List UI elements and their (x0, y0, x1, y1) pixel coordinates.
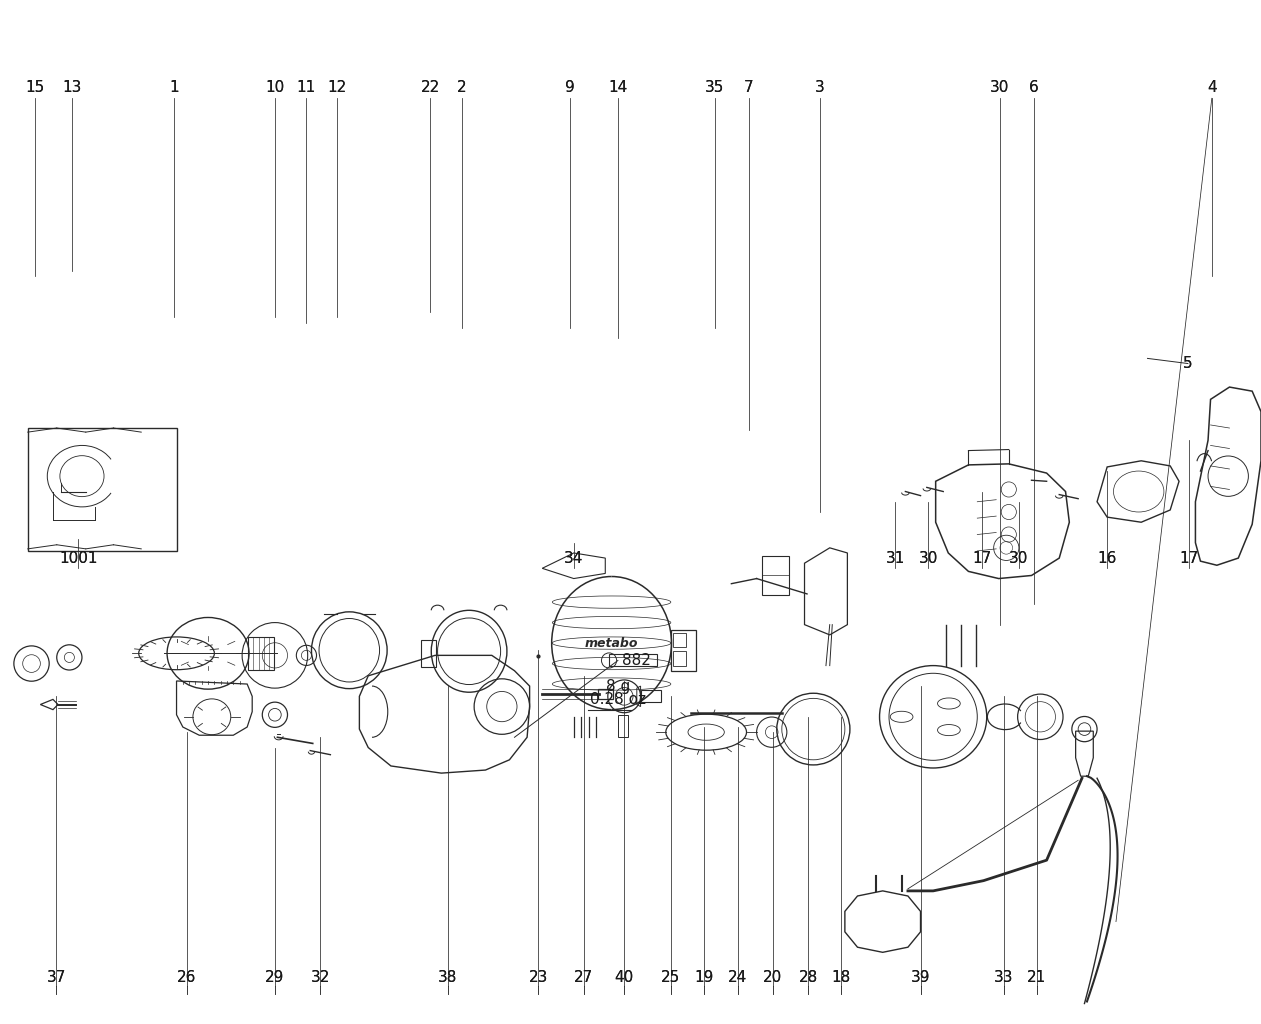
Text: 15: 15 (25, 80, 45, 94)
Text: 9: 9 (565, 80, 575, 94)
Text: 30: 30 (918, 551, 938, 565)
Text: 16: 16 (1097, 551, 1117, 565)
Text: 30: 30 (990, 80, 1010, 94)
Text: 17: 17 (1179, 551, 1199, 565)
Text: 1001: 1001 (59, 551, 97, 565)
Text: 30: 30 (990, 80, 1010, 94)
Text: 32: 32 (310, 971, 330, 985)
Text: 39: 39 (910, 971, 931, 985)
Text: 40: 40 (614, 971, 634, 985)
Text: 1001: 1001 (59, 551, 97, 565)
Text: 11: 11 (296, 80, 317, 94)
Text: 4: 4 (1207, 80, 1217, 94)
Text: 5: 5 (1183, 356, 1193, 371)
Text: 27: 27 (574, 971, 594, 985)
Text: 4: 4 (1207, 80, 1217, 94)
Text: 22: 22 (420, 80, 440, 94)
Text: 25: 25 (661, 971, 681, 985)
Text: 21: 21 (1026, 971, 1047, 985)
Text: 24: 24 (728, 971, 748, 985)
Text: 1: 1 (169, 80, 179, 94)
Text: 10: 10 (265, 80, 285, 94)
Text: 33: 33 (994, 971, 1014, 985)
Text: 34: 34 (564, 551, 584, 565)
Text: 26: 26 (177, 971, 197, 985)
Text: 28: 28 (798, 971, 818, 985)
Bar (671, 630, 696, 671)
Text: 31: 31 (885, 551, 905, 565)
Text: 24: 24 (728, 971, 748, 985)
Text: 13: 13 (62, 80, 82, 94)
Bar (598, 689, 613, 699)
Text: 1: 1 (169, 80, 179, 94)
Text: 7: 7 (744, 80, 754, 94)
Text: 12: 12 (327, 80, 347, 94)
Text: 20: 20 (763, 971, 783, 985)
Text: 27: 27 (574, 971, 594, 985)
Text: 31: 31 (885, 551, 905, 565)
Text: 16: 16 (1097, 551, 1117, 565)
Text: 39: 39 (910, 971, 931, 985)
Text: 17: 17 (972, 551, 992, 565)
Text: 40: 40 (614, 971, 634, 985)
Text: 3: 3 (815, 80, 825, 94)
Text: 33: 33 (994, 971, 1014, 985)
Text: 29: 29 (265, 971, 285, 985)
Text: 18: 18 (831, 971, 851, 985)
Text: 32: 32 (310, 971, 330, 985)
Text: 35: 35 (705, 80, 725, 94)
Text: 25: 25 (661, 971, 681, 985)
Text: metabo: metabo (585, 637, 638, 649)
Text: 18: 18 (831, 971, 851, 985)
Text: 2: 2 (456, 80, 467, 94)
Text: 17: 17 (972, 551, 992, 565)
Text: 34: 34 (564, 551, 584, 565)
Bar (421, 640, 436, 667)
Text: 37: 37 (47, 971, 66, 985)
Text: 12: 12 (327, 80, 347, 94)
Bar (248, 637, 274, 670)
Text: 10: 10 (265, 80, 285, 94)
Text: 6: 6 (1029, 80, 1039, 94)
Text: 29: 29 (265, 971, 285, 985)
Bar (28, 428, 177, 551)
Text: 882: 882 (622, 653, 651, 668)
Text: 38: 38 (438, 971, 458, 985)
Text: 6: 6 (1029, 80, 1039, 94)
Text: 3: 3 (815, 80, 825, 94)
Bar (673, 651, 686, 666)
Text: 9: 9 (565, 80, 575, 94)
Text: 22: 22 (420, 80, 440, 94)
Text: 30: 30 (1009, 551, 1029, 565)
Text: 28: 28 (798, 971, 818, 985)
Text: 17: 17 (1179, 551, 1199, 565)
Text: 0.28 oz: 0.28 oz (590, 692, 646, 707)
Text: 38: 38 (438, 971, 458, 985)
Text: 35: 35 (705, 80, 725, 94)
Text: 19: 19 (694, 971, 714, 985)
Bar (673, 633, 686, 647)
Text: 23: 23 (528, 971, 549, 985)
Text: 15: 15 (25, 80, 45, 94)
Text: 2: 2 (456, 80, 467, 94)
Bar (618, 715, 628, 737)
Text: 13: 13 (62, 80, 82, 94)
Text: 23: 23 (528, 971, 549, 985)
Text: 19: 19 (694, 971, 714, 985)
Text: 20: 20 (763, 971, 783, 985)
Text: 7: 7 (744, 80, 754, 94)
Text: 11: 11 (296, 80, 317, 94)
Text: 26: 26 (177, 971, 197, 985)
Text: 21: 21 (1026, 971, 1047, 985)
Text: 30: 30 (1009, 551, 1029, 565)
Text: 5: 5 (1183, 356, 1193, 371)
Text: 14: 14 (608, 80, 628, 94)
Text: 30: 30 (918, 551, 938, 565)
Text: 8 g: 8 g (605, 679, 630, 693)
Bar (762, 556, 789, 595)
Text: 14: 14 (608, 80, 628, 94)
Text: 37: 37 (47, 971, 66, 985)
